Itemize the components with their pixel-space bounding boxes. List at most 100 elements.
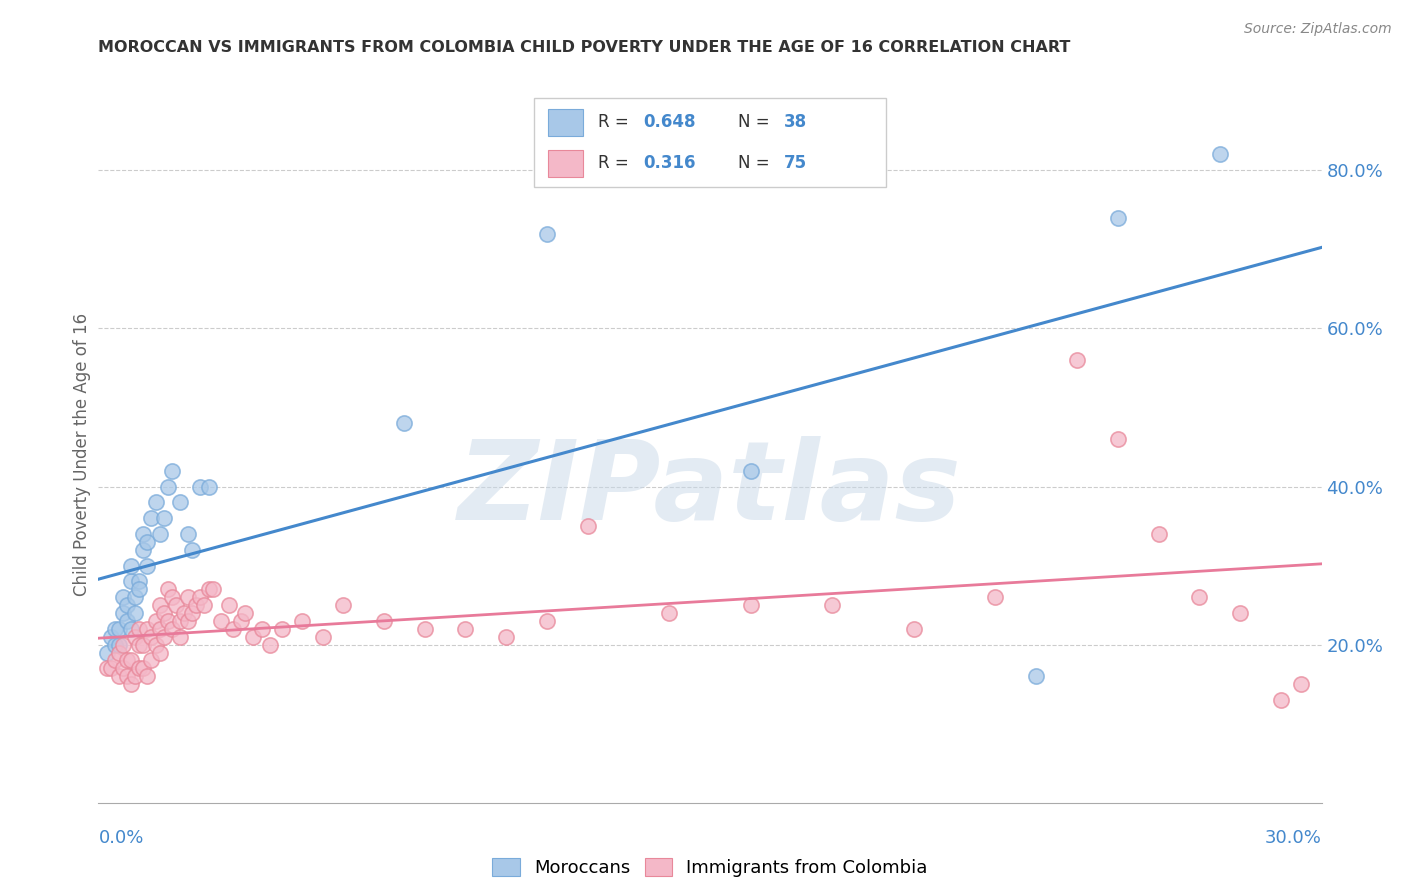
Point: [1025, 669, 1047, 683]
Point: [120, 653, 142, 667]
Point: [291, 614, 314, 628]
Point: [111, 638, 134, 652]
Point: [108, 638, 131, 652]
Point: [100, 661, 122, 675]
Point: [1147, 527, 1170, 541]
Point: [209, 614, 232, 628]
Point: [1270, 693, 1292, 707]
Point: [173, 606, 195, 620]
Point: [218, 598, 240, 612]
Point: [132, 661, 155, 675]
Point: [231, 614, 253, 628]
Point: [413, 622, 436, 636]
Point: [259, 638, 281, 652]
Point: [188, 591, 212, 605]
Point: [576, 519, 599, 533]
Point: [658, 606, 681, 620]
Text: 75: 75: [785, 154, 807, 172]
Point: [132, 527, 155, 541]
Point: [332, 598, 354, 612]
Point: [186, 598, 208, 612]
Text: 38: 38: [785, 113, 807, 131]
Point: [145, 614, 167, 628]
Point: [120, 558, 142, 573]
Point: [1107, 432, 1129, 446]
Text: N =: N =: [738, 113, 775, 131]
Point: [242, 630, 264, 644]
Point: [169, 630, 191, 644]
Point: [124, 669, 146, 683]
Point: [111, 591, 134, 605]
Point: [128, 638, 150, 652]
Point: [141, 511, 163, 525]
Point: [1066, 353, 1088, 368]
Point: [193, 598, 215, 612]
Point: [233, 606, 256, 620]
Point: [903, 622, 925, 636]
Point: [141, 653, 163, 667]
Point: [454, 622, 477, 636]
Point: [197, 582, 219, 597]
Point: [115, 598, 138, 612]
FancyBboxPatch shape: [534, 98, 886, 187]
Point: [160, 464, 183, 478]
Point: [177, 614, 200, 628]
Text: 0.648: 0.648: [644, 113, 696, 131]
Point: [156, 582, 179, 597]
Text: ZIPatlas: ZIPatlas: [458, 436, 962, 543]
Point: [177, 527, 200, 541]
Legend: Moroccans, Immigrants from Colombia: Moroccans, Immigrants from Colombia: [485, 850, 935, 884]
Point: [149, 622, 172, 636]
Point: [222, 622, 245, 636]
Point: [136, 534, 159, 549]
Point: [128, 661, 150, 675]
Point: [108, 622, 131, 636]
Point: [132, 638, 155, 652]
Point: [145, 638, 167, 652]
Text: 30.0%: 30.0%: [1265, 829, 1322, 847]
Point: [104, 638, 127, 652]
Point: [169, 614, 191, 628]
Point: [160, 622, 183, 636]
Text: 0.316: 0.316: [644, 154, 696, 172]
Point: [96, 646, 118, 660]
Text: R =: R =: [598, 113, 634, 131]
Point: [141, 630, 163, 644]
Point: [740, 598, 762, 612]
Point: [132, 542, 155, 557]
Point: [156, 479, 179, 493]
Point: [1188, 591, 1211, 605]
Point: [821, 598, 844, 612]
Point: [96, 661, 118, 675]
Point: [115, 614, 138, 628]
Point: [1209, 147, 1232, 161]
Point: [536, 227, 558, 241]
Point: [124, 606, 146, 620]
Point: [149, 646, 172, 660]
Text: R =: R =: [598, 154, 634, 172]
Point: [152, 606, 174, 620]
Point: [111, 661, 134, 675]
Point: [984, 591, 1007, 605]
Point: [149, 598, 172, 612]
Point: [120, 622, 142, 636]
FancyBboxPatch shape: [548, 150, 583, 177]
Point: [165, 598, 187, 612]
Point: [312, 630, 335, 644]
Point: [160, 591, 183, 605]
Point: [145, 495, 167, 509]
Point: [181, 542, 204, 557]
Text: Source: ZipAtlas.com: Source: ZipAtlas.com: [1244, 22, 1392, 37]
Point: [201, 582, 224, 597]
Point: [136, 622, 159, 636]
Point: [740, 464, 762, 478]
Point: [373, 614, 395, 628]
Point: [128, 622, 150, 636]
FancyBboxPatch shape: [548, 109, 583, 136]
Point: [392, 417, 416, 431]
Point: [120, 677, 142, 691]
Point: [169, 495, 191, 509]
Point: [111, 606, 134, 620]
Point: [115, 669, 138, 683]
Text: N =: N =: [738, 154, 775, 172]
